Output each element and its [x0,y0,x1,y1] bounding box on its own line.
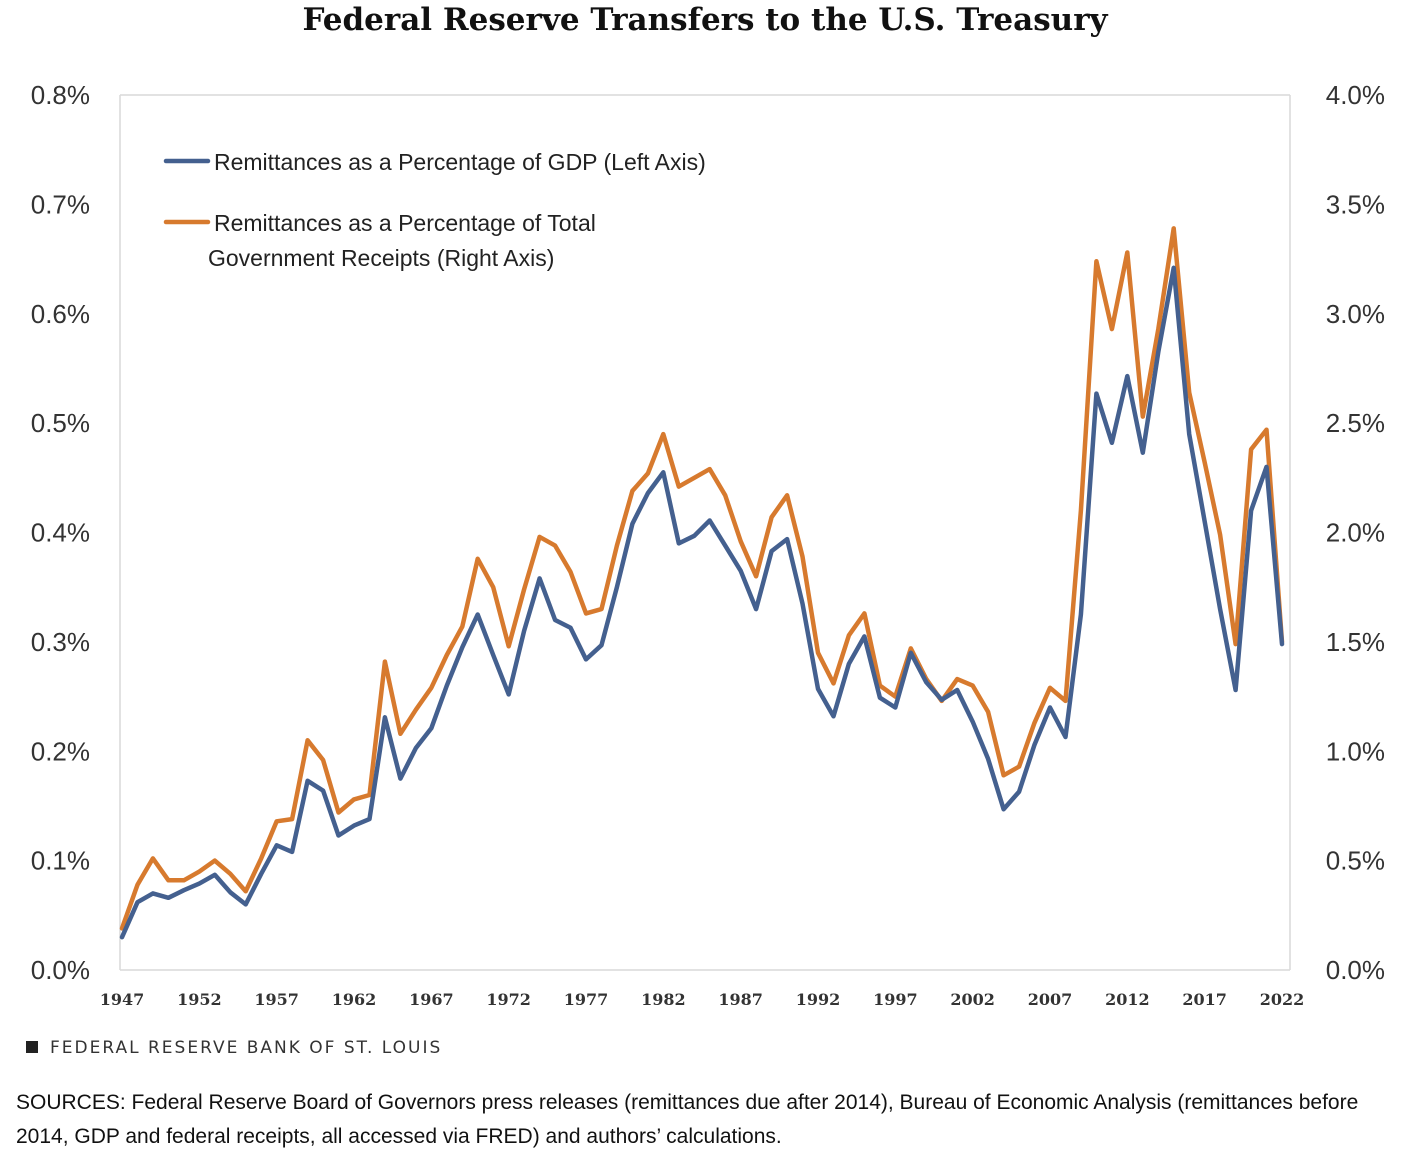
right-axis-tick-label: 4.0% [1326,80,1385,110]
left-axis-tick-label: 0.5% [31,408,90,438]
branding: FEDERAL RESERVE BANK OF ST. LOUIS [26,1038,442,1058]
x-axis-ticks: 1947 1952 1957 1962 1967 1972 1977 1982 1987 1992… [100,990,1305,1009]
left-axis-tick-label: 0.8% [31,80,90,110]
line-chart: 0.0% 0.1% 0.2% 0.3% 0.4% 0.5% 0.6% 0.7% 0.8% 0.0… [31,80,1385,1009]
x-axis-tick-label: 2022 [1260,990,1305,1009]
x-axis-tick-label: 1982 [641,990,686,1009]
x-axis-tick-label: 2007 [1028,990,1073,1009]
legend: Remittances as a Percentage of GDP (Left… [163,149,706,271]
x-axis-tick-label: 1997 [873,990,918,1009]
right-axis-tick-label: 1.0% [1326,736,1385,766]
x-axis-tick-label: 1977 [564,990,609,1009]
x-axis-tick-label: 1987 [718,990,763,1009]
x-axis-tick-label: 2012 [1105,990,1150,1009]
sources-note: SOURCES: Federal Reserve Board of Govern… [16,1091,1359,1148]
right-axis-tick-label: 0.5% [1326,846,1385,876]
branding-text: FEDERAL RESERVE BANK OF ST. LOUIS [50,1038,443,1058]
series-line-receipts [119,226,1285,931]
left-axis-ticks: 0.0% 0.1% 0.2% 0.3% 0.4% 0.5% 0.6% 0.7% 0.8% [31,80,90,985]
left-axis-tick-label: 0.7% [31,189,90,219]
left-axis-tick-label: 0.1% [31,846,90,876]
left-axis-tick-label: 0.0% [31,955,90,985]
x-axis-tick-label: 1957 [254,990,299,1009]
chart-title: Federal Reserve Transfers to the U.S. Tr… [302,2,1108,38]
x-axis-tick-label: 2002 [950,990,995,1009]
x-axis-tick-label: 2017 [1182,990,1227,1009]
right-axis-tick-label: 1.5% [1326,627,1385,657]
legend-label-receipts-line1: Remittances as a Percentage of Total [214,210,596,236]
legend-label-receipts: Remittances as a Percentage of Total Gov… [208,210,602,271]
legend-label-gdp: Remittances as a Percentage of GDP (Left… [214,149,706,175]
plot-frame [119,94,1291,971]
right-axis-tick-label: 0.0% [1326,955,1385,985]
right-axis-ticks: 0.0% 0.5% 1.0% 1.5% 2.0% 2.5% 3.0% 3.5% 4.0% [1326,80,1385,985]
series-line-gdp [119,265,1285,940]
right-axis-tick-label: 3.5% [1326,189,1385,219]
x-axis-tick-label: 1962 [332,990,377,1009]
x-axis-tick-label: 1972 [486,990,531,1009]
left-axis-tick-label: 0.4% [31,518,90,548]
left-axis-tick-label: 0.3% [31,627,90,657]
x-axis-tick-label: 1952 [177,990,222,1009]
right-axis-tick-label: 2.0% [1326,518,1385,548]
left-axis-tick-label: 0.2% [31,736,90,766]
series-layer [119,226,1285,940]
branding-square-icon [26,1041,38,1053]
x-axis-tick-label: 1967 [409,990,454,1009]
right-axis-tick-label: 2.5% [1326,408,1385,438]
x-axis-tick-label: 1947 [100,990,145,1009]
right-axis-tick-label: 3.0% [1326,299,1385,329]
left-axis-tick-label: 0.6% [31,299,90,329]
x-axis-tick-label: 1992 [796,990,841,1009]
legend-label-receipts-line2: Government Receipts (Right Axis) [208,245,554,271]
